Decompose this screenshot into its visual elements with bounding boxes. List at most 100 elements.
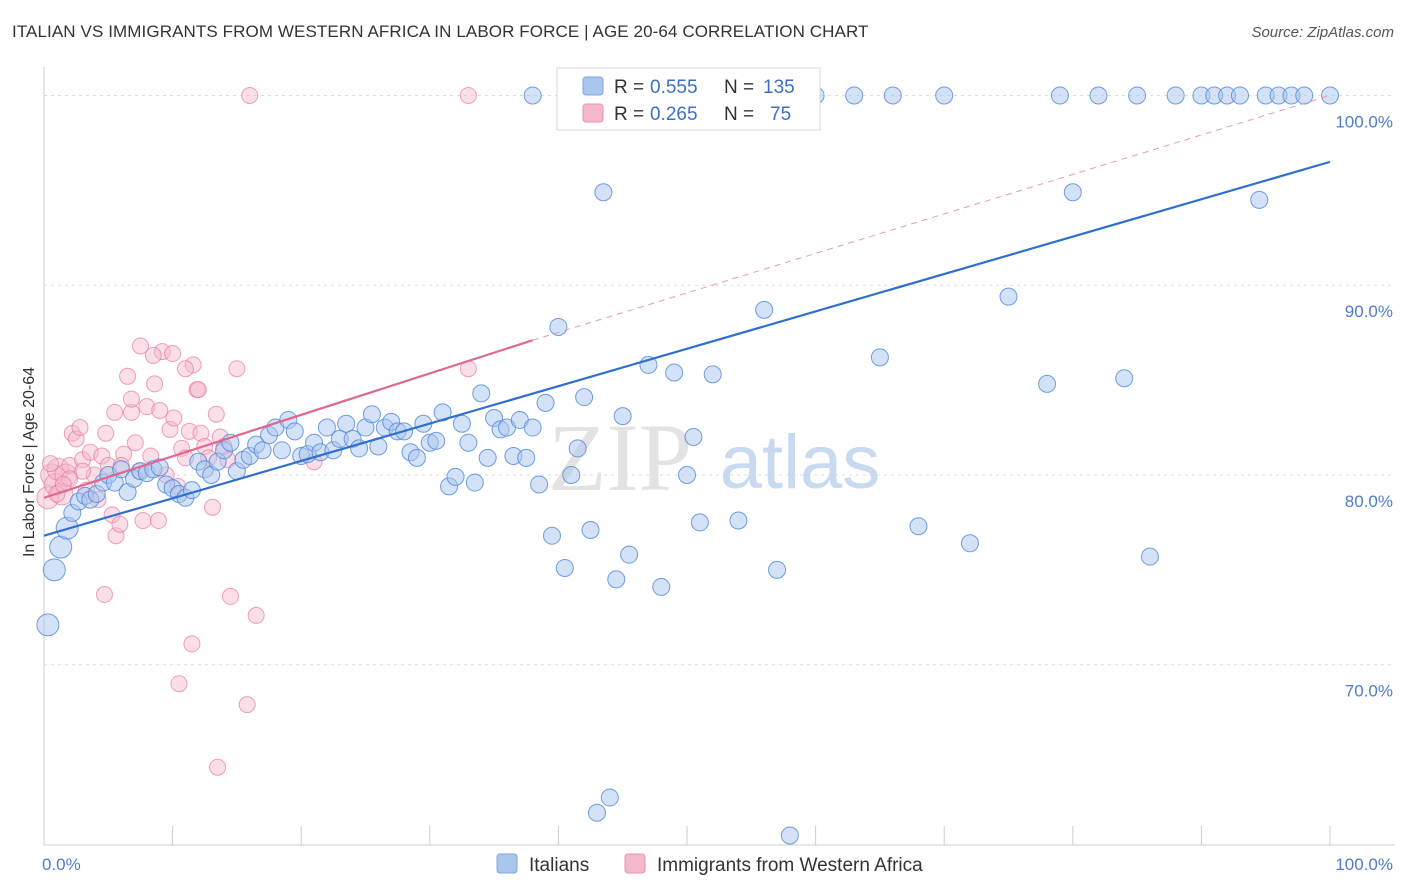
x-tick-label-max: 100.0% — [1335, 855, 1393, 874]
immigrants-point — [184, 356, 202, 374]
italians-point — [1140, 547, 1159, 566]
italians-point — [845, 86, 864, 105]
immigrants-point — [149, 512, 167, 530]
italians-point — [620, 545, 639, 564]
x-tick-labels: 0.0% 100.0% — [42, 855, 1393, 874]
bottom-legend-swatch-italians — [496, 853, 518, 874]
legend-r-value-2: 0.265 — [650, 104, 698, 125]
immigrants-point — [144, 346, 162, 364]
immigrants-point — [189, 381, 207, 399]
x-tick-label-min: 0.0% — [42, 855, 81, 874]
italians-point — [36, 613, 60, 637]
italians-point — [587, 803, 606, 822]
italians-point — [472, 384, 491, 403]
immigrants-point — [106, 403, 124, 421]
immigrants-point — [192, 424, 210, 442]
italians-point — [446, 467, 465, 486]
italians-point — [362, 405, 381, 424]
immigrants-point — [153, 343, 171, 361]
immigrants-point — [241, 86, 259, 104]
legend-r-value-1: 0.555 — [650, 77, 698, 98]
italians-point — [1050, 86, 1069, 105]
italians-point — [465, 473, 484, 492]
bottom-legend-immigrants: Immigrants from Western Africa — [657, 855, 923, 876]
italians-point — [517, 448, 536, 467]
immigrants-point — [41, 455, 59, 473]
italians-point — [523, 418, 542, 437]
legend-n-label-1: N = — [724, 77, 754, 98]
immigrants-point — [36, 486, 60, 510]
immigrants-point — [95, 586, 113, 604]
legend-r-label-2: R = — [614, 104, 644, 125]
axes — [43, 67, 1395, 846]
immigrants-point — [134, 512, 152, 530]
immigrants-point — [97, 424, 115, 442]
y-tick-label-70: 70.0% — [1345, 682, 1393, 701]
italians-point — [684, 428, 703, 447]
trend-lines — [43, 94, 1331, 537]
immigrants-trend-extension — [532, 94, 1331, 341]
immigrants-point — [67, 430, 85, 448]
italians-point — [1321, 86, 1339, 105]
immigrants-point — [61, 456, 79, 474]
italians-point — [755, 300, 774, 319]
immigrants-point — [122, 390, 140, 408]
watermark-atlas: atlas — [720, 420, 881, 505]
legend-swatch-italians — [582, 76, 604, 96]
immigrants-point — [151, 401, 169, 419]
bottom-legend-swatch-immigrants — [624, 853, 646, 874]
immigrants-point — [93, 447, 111, 465]
immigrants-point — [122, 403, 140, 421]
immigrants-point — [131, 337, 149, 355]
immigrants-point — [61, 470, 79, 488]
italians-point — [542, 526, 561, 545]
italians-trend-line — [43, 160, 1331, 537]
italians-point — [1230, 86, 1249, 105]
italians-point — [613, 407, 632, 426]
italians-point — [768, 560, 787, 579]
italians-point — [452, 414, 471, 433]
series-immigrants-points — [36, 86, 477, 776]
legend-n-value-2: 75 — [770, 104, 791, 125]
immigrants-point — [71, 419, 89, 437]
immigrants-point — [209, 758, 227, 776]
y-tick-labels: 70.0% 80.0% 90.0% 100.0% — [1335, 112, 1393, 700]
italians-point — [678, 465, 696, 484]
italians-point — [530, 475, 549, 494]
immigrants-point — [107, 527, 125, 545]
italians-point — [523, 86, 542, 105]
italians-point — [999, 287, 1018, 306]
immigrants-point — [238, 696, 256, 714]
italians-point — [1128, 86, 1147, 105]
immigrants-point — [459, 86, 477, 104]
italians-point — [549, 317, 568, 336]
italians-point — [780, 826, 799, 845]
y-tick-label-100: 100.0% — [1335, 112, 1393, 131]
italians-point — [1038, 374, 1057, 393]
italians-point — [337, 414, 356, 433]
italians-point — [600, 788, 619, 807]
italians-point — [665, 363, 684, 382]
watermark: ZIP atlas — [548, 404, 880, 511]
immigrants-point — [126, 434, 144, 452]
immigrants-point — [176, 360, 194, 378]
immigrants-point — [203, 498, 221, 516]
italians-point — [1250, 190, 1269, 209]
series-legend: Italians Immigrants from Western Africa — [496, 853, 923, 876]
source-label: Source: ZipAtlas.com — [1251, 24, 1394, 41]
immigrants-point — [221, 587, 239, 605]
immigrants-point — [165, 409, 183, 427]
correlation-legend: R = 0.555 N = 135 R = 0.265 N = 75 — [556, 67, 821, 131]
italians-point — [285, 422, 304, 441]
immigrants-trend-line — [43, 339, 534, 499]
immigrants-point — [207, 405, 225, 423]
chart-title: ITALIAN VS IMMIGRANTS FROM WESTERN AFRIC… — [12, 22, 869, 41]
italians-point — [407, 448, 426, 467]
italians-point — [562, 465, 581, 484]
italians-point — [909, 517, 928, 536]
italians-point — [935, 86, 954, 105]
immigrants-point — [111, 515, 129, 533]
italians-point — [555, 558, 574, 577]
immigrants-point — [119, 367, 137, 385]
